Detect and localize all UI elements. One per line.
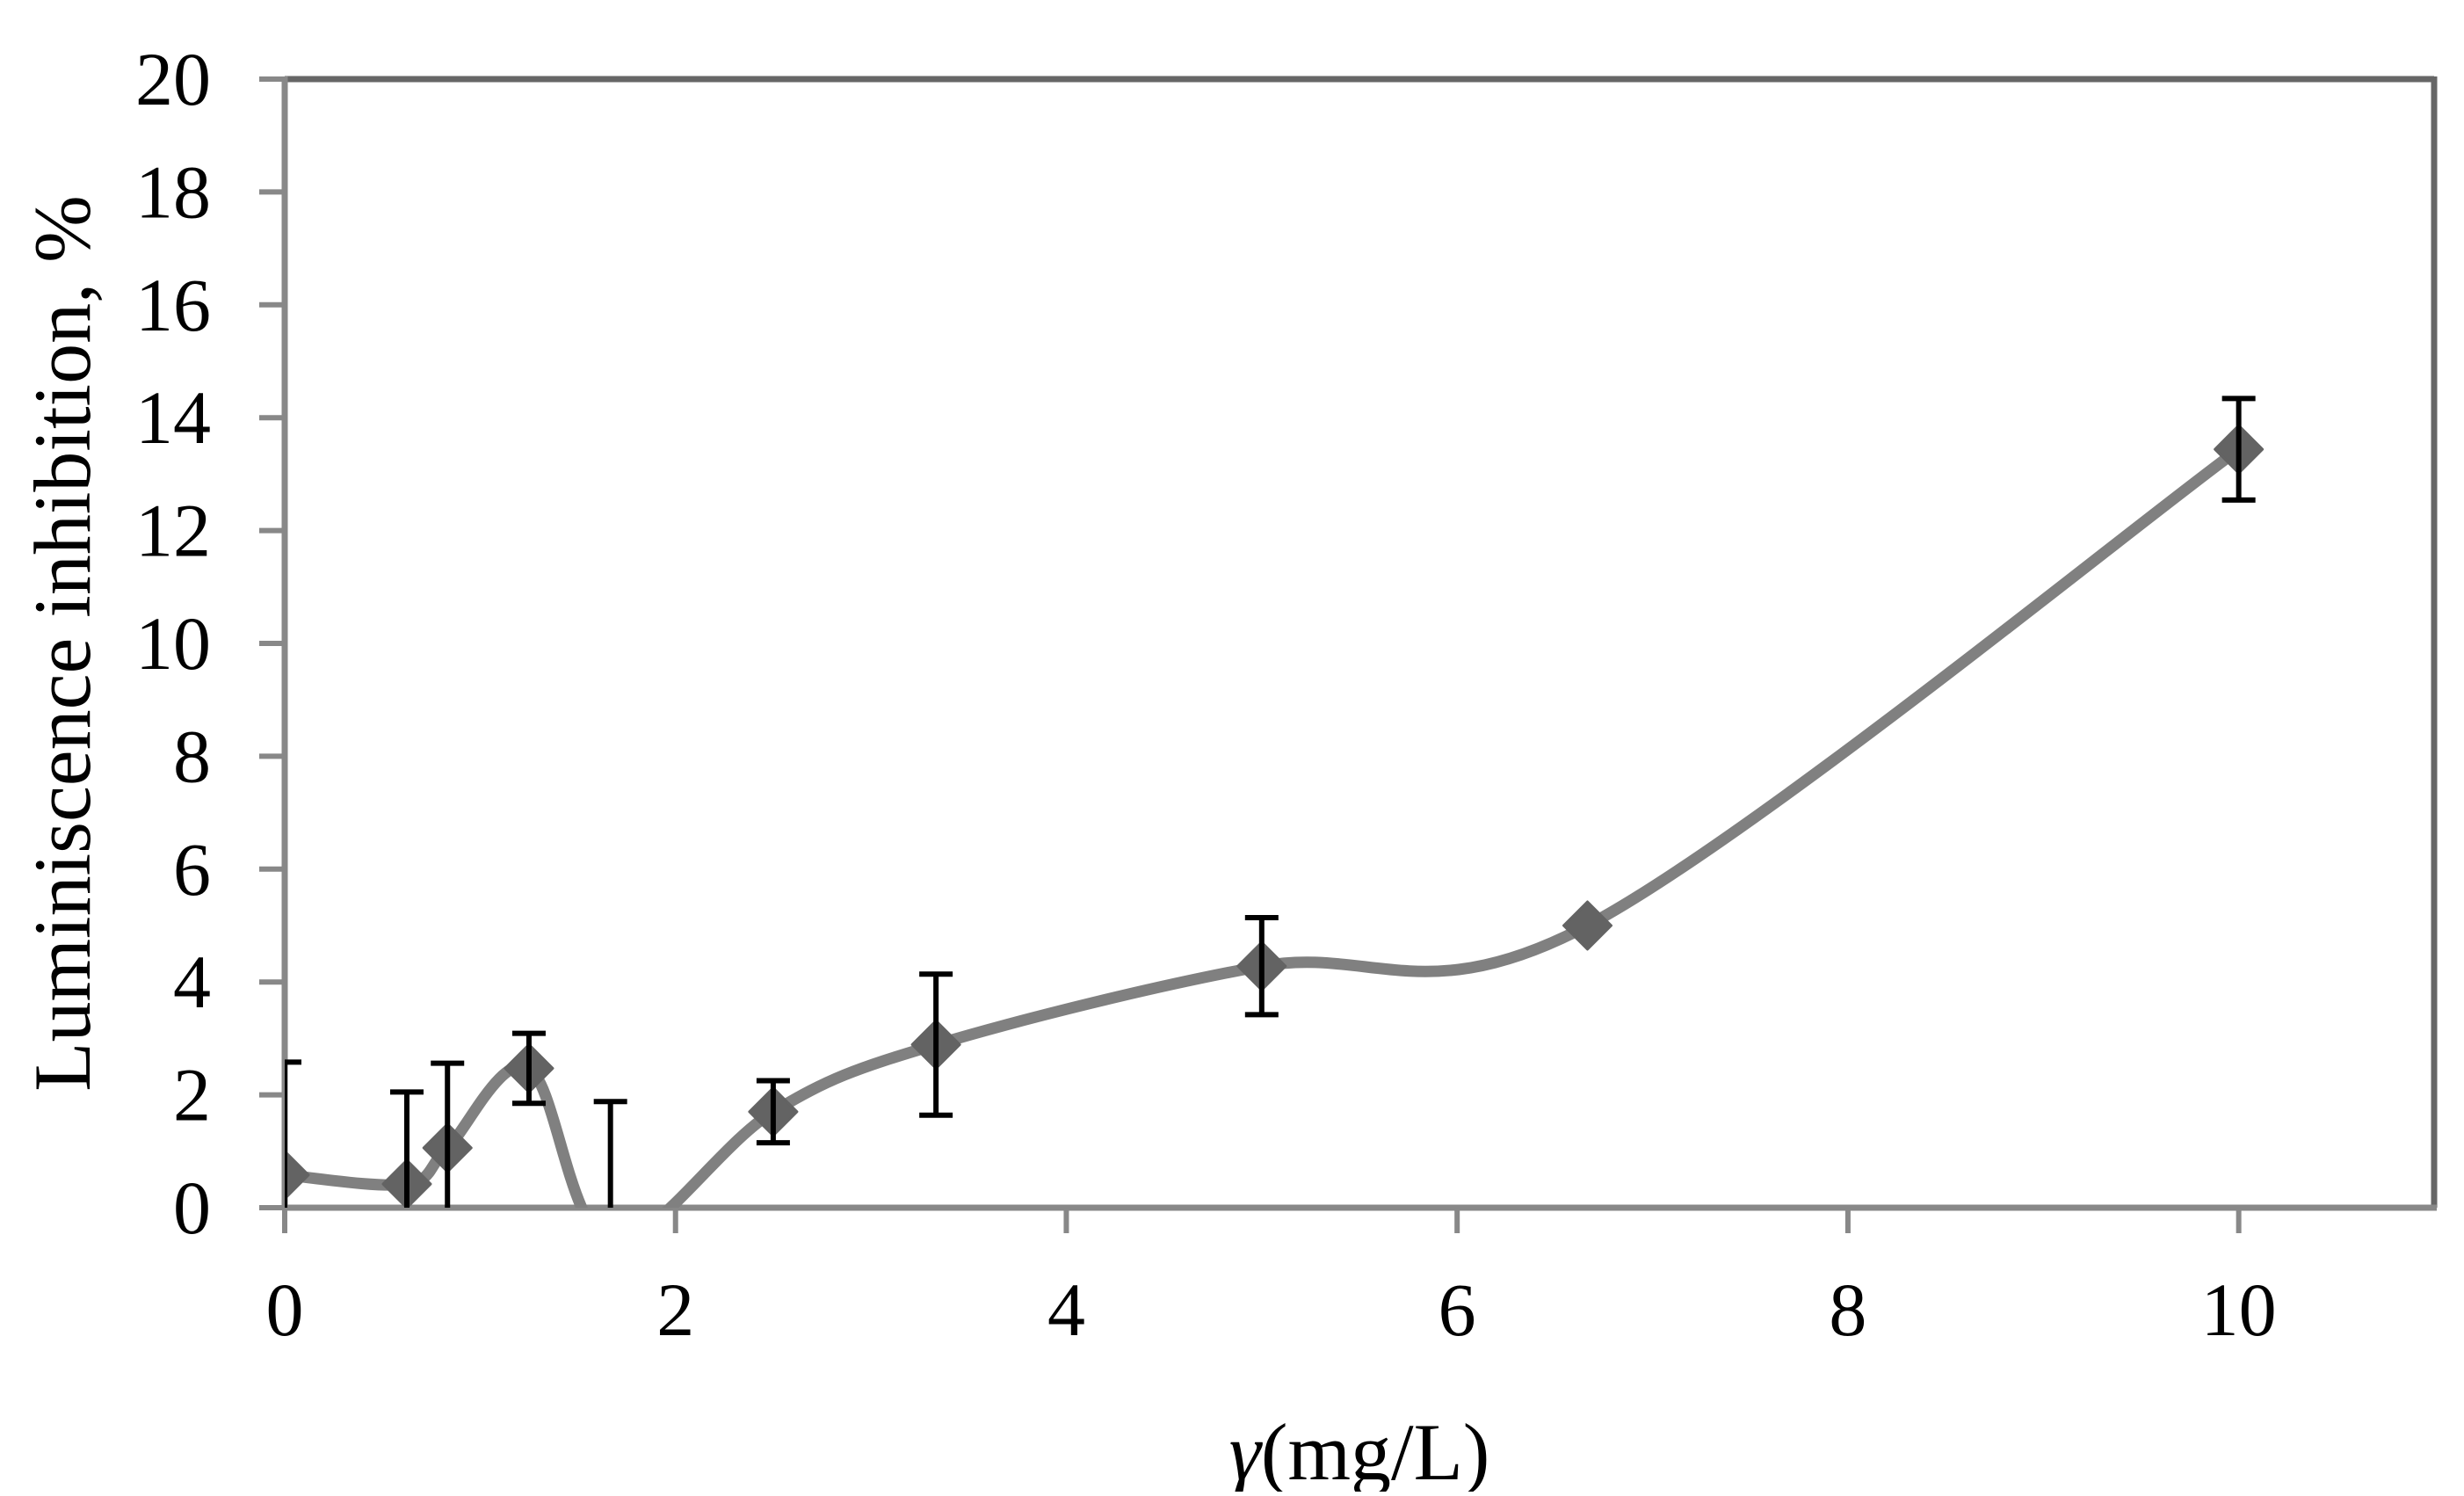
error-bar bbox=[389, 1089, 424, 1208]
y-tick-label: 14 bbox=[135, 375, 211, 460]
error-bar bbox=[756, 1078, 790, 1146]
y-tick-label: 6 bbox=[173, 827, 211, 911]
plot-frame bbox=[281, 76, 2438, 1211]
x-tick-label: 0 bbox=[266, 1267, 304, 1352]
y-tick-label: 18 bbox=[135, 149, 211, 234]
y-axis-ticks: 0 2 4 6 8 10 12 14 16 18 20 bbox=[135, 37, 285, 1250]
error-bar bbox=[919, 971, 953, 1118]
y-tick-label: 4 bbox=[173, 940, 211, 1024]
error-bar bbox=[1244, 915, 1279, 1018]
x-tick-label: 4 bbox=[1047, 1267, 1085, 1352]
x-axis-title-symbol: γ bbox=[1229, 1407, 1264, 1492]
error-bar bbox=[431, 1060, 465, 1208]
diamond-marker bbox=[1562, 900, 1612, 951]
y-tick-label: 12 bbox=[135, 489, 211, 573]
error-bar bbox=[593, 1099, 627, 1208]
y-tick-label: 2 bbox=[173, 1053, 211, 1137]
x-tick-label: 10 bbox=[2201, 1267, 2277, 1352]
error-bar bbox=[285, 1059, 301, 1208]
y-tick-label: 16 bbox=[135, 263, 211, 347]
x-tick-label: 6 bbox=[1439, 1267, 1476, 1352]
x-tick-label: 2 bbox=[656, 1267, 694, 1352]
error-bar bbox=[2221, 396, 2256, 503]
error-bars bbox=[285, 396, 2256, 1208]
y-tick-label: 10 bbox=[135, 601, 211, 686]
diamond-marker bbox=[587, 1218, 634, 1266]
diamond-marker bbox=[285, 1150, 310, 1201]
y-axis-title: Luminiscence inhibition, % bbox=[18, 195, 107, 1091]
x-axis-title: γ(mg/L) bbox=[1229, 1407, 1490, 1492]
y-tick-label: 0 bbox=[173, 1166, 211, 1250]
y-tick-label: 20 bbox=[135, 37, 211, 121]
x-axis-ticks: 0 2 4 6 8 10 bbox=[266, 1208, 2277, 1352]
x-axis-title-unit: (mg/L) bbox=[1261, 1407, 1490, 1492]
error-bar bbox=[511, 1030, 546, 1107]
series-line bbox=[285, 443, 2245, 1208]
x-tick-label: 8 bbox=[1829, 1267, 1866, 1352]
y-tick-label: 8 bbox=[173, 714, 211, 798]
